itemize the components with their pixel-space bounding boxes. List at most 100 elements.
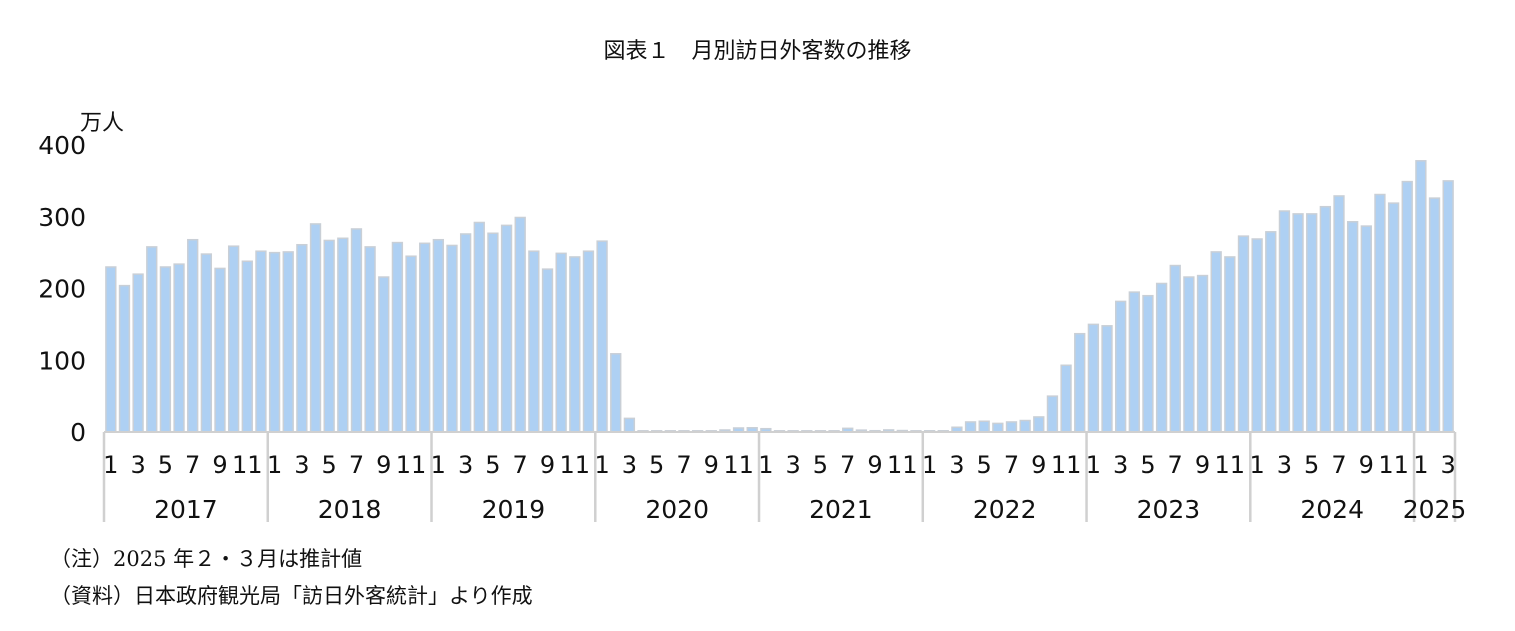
bar (1033, 416, 1045, 433)
bar (964, 421, 977, 433)
bar (1115, 300, 1127, 433)
x-axis-month-label: 11 (1378, 451, 1409, 479)
bar (500, 224, 513, 433)
bar (1251, 238, 1263, 433)
bar (419, 242, 431, 433)
x-axis-month-label: 9 (867, 451, 882, 479)
y-axis-unit-label: 万人 (80, 111, 124, 136)
bar (992, 422, 1004, 433)
x-axis-month-label: 3 (1113, 451, 1128, 479)
bar (241, 260, 253, 433)
x-axis-month-label: 9 (540, 451, 555, 479)
bar (1319, 205, 1332, 433)
bar (1019, 419, 1031, 433)
bar (1169, 264, 1181, 433)
x-axis-month-label: 7 (1004, 451, 1019, 479)
x-axis-month-label: 7 (349, 451, 364, 479)
bar (1074, 332, 1086, 433)
x-axis-month-label: 3 (1277, 451, 1292, 479)
bar (514, 216, 526, 433)
bar (255, 250, 267, 433)
x-axis-year-label: 2021 (809, 495, 873, 524)
bar (364, 246, 376, 433)
bar (227, 245, 240, 433)
x-axis-month-label: 3 (622, 451, 637, 479)
x-axis-month-label: 1 (431, 451, 446, 479)
x-axis-month-label: 3 (294, 451, 309, 479)
x-axis-month-label: 11 (1051, 451, 1082, 479)
bar (337, 237, 349, 433)
x-axis-year-label: 2022 (973, 495, 1037, 524)
x-axis-month-label: 5 (813, 451, 828, 479)
x-axis-year-label: 2020 (645, 495, 709, 524)
x-axis-month-label: 3 (785, 451, 800, 479)
bar (432, 238, 445, 433)
x-axis-month-label: 5 (158, 451, 173, 479)
x-axis-year-label: 2018 (318, 495, 382, 524)
x-axis-month-label: 11 (396, 451, 427, 479)
bar (623, 417, 636, 433)
bar (105, 266, 117, 433)
bar (200, 253, 213, 433)
bar (1155, 282, 1168, 433)
x-axis-month-label: 1 (1249, 451, 1264, 479)
bar (1224, 256, 1236, 433)
bar (118, 284, 131, 433)
bar (446, 244, 458, 433)
x-axis-month-label: 9 (376, 451, 391, 479)
y-axis-tick-label: 300 (38, 203, 86, 232)
x-axis-month-label: 11 (560, 451, 591, 479)
chart-title: 図表１ 月別訪日外客数の推移 (603, 39, 912, 64)
bar (1142, 294, 1154, 433)
bar (1128, 291, 1140, 433)
bar (268, 251, 281, 433)
bar (555, 252, 567, 433)
x-axis-month-label: 9 (1031, 451, 1046, 479)
bar (309, 223, 322, 433)
bar (1401, 180, 1413, 433)
bar (296, 243, 308, 433)
bar (582, 250, 595, 433)
bar (1387, 202, 1400, 433)
x-axis-month-label: 5 (322, 451, 337, 479)
x-axis-month-label: 5 (649, 451, 664, 479)
bar (1292, 213, 1304, 433)
bar (391, 241, 404, 433)
y-axis-tick-label: 400 (38, 131, 86, 160)
bar (1374, 193, 1386, 433)
bar (282, 251, 294, 433)
bar (146, 246, 158, 433)
x-axis-month-label: 9 (1359, 451, 1374, 479)
bar (1196, 274, 1209, 433)
x-axis-year-label: 2023 (1137, 495, 1201, 524)
bar (1210, 251, 1222, 433)
footnote-note: （注）2025 年２・３月は推計値 (50, 547, 363, 571)
x-axis-month-label: 7 (1331, 451, 1346, 479)
bar (1360, 225, 1372, 433)
bar (1046, 395, 1059, 433)
footnote-source: （資料）日本政府観光局「訪日外客統計」より作成 (50, 584, 533, 608)
bar (214, 267, 226, 433)
x-axis-month-label: 11 (723, 451, 754, 479)
x-axis-month-label: 9 (1195, 451, 1210, 479)
bar (1442, 180, 1454, 433)
x-axis-month-label: 7 (676, 451, 691, 479)
x-axis-month-label: 11 (1215, 451, 1246, 479)
bar (1415, 160, 1427, 433)
bar (405, 255, 417, 433)
bar (487, 232, 499, 433)
bar (173, 263, 185, 433)
bar (541, 268, 554, 433)
x-axis-year-label: 2017 (154, 495, 218, 524)
x-axis-month-label: 7 (1168, 451, 1183, 479)
bar (596, 240, 608, 433)
bar-series (105, 160, 1454, 433)
x-axis-month-label: 11 (232, 451, 263, 479)
x-axis-month-label: 5 (1140, 451, 1155, 479)
bar (1265, 231, 1277, 433)
bar (610, 353, 622, 433)
bar (1278, 210, 1291, 433)
x-axis-month-label: 1 (758, 451, 773, 479)
bar (378, 276, 390, 433)
y-axis-tick-label: 0 (70, 418, 86, 447)
